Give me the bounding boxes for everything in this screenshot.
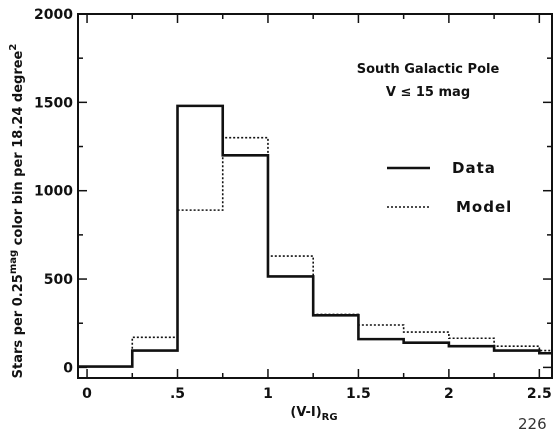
x-axis-title-main: (V-I)	[290, 405, 321, 420]
y-axis-title-part2: color bin per 18.24 degree	[11, 50, 26, 249]
y-tick-label: 0	[63, 360, 73, 376]
axis-tick-labels: 0 .5 1 1.5 2 2.5 0 500 1000 1500 2000	[34, 7, 552, 402]
legend-data-label: Data	[452, 159, 496, 177]
corner-mark: 226	[518, 415, 547, 431]
y-tick-label: 500	[44, 272, 73, 288]
annotation-region: South Galactic Pole	[357, 62, 500, 77]
x-axis-title-sub: RG	[322, 412, 338, 423]
axis-ticks	[78, 13, 552, 378]
y-axis-title-sup2: 2	[8, 44, 19, 51]
y-tick-label: 2000	[34, 7, 73, 23]
plot-frame	[77, 13, 553, 379]
x-tick-label: 1	[263, 386, 273, 402]
legend-model-label: Model	[456, 198, 512, 216]
x-tick-label: .5	[170, 386, 185, 402]
y-tick-label: 1000	[34, 184, 73, 200]
x-tick-label: 1.5	[346, 386, 371, 402]
y-axis-title: Stars per 0.25mag color bin per 18.24 de…	[8, 44, 26, 379]
x-tick-label: 2	[444, 386, 454, 402]
y-axis-title-sup: mag	[8, 250, 19, 274]
x-tick-label: 0	[82, 386, 92, 402]
y-axis-title-part1: Stars per 0.25	[11, 274, 26, 378]
x-tick-label: 2.5	[527, 386, 552, 402]
data-series-line	[78, 104, 552, 368]
legend: Data Model	[387, 159, 512, 216]
x-axis-title: (V-I)RG	[290, 405, 337, 423]
annotation-magnitude: V ≤ 15 mag	[386, 85, 470, 100]
y-tick-label: 1500	[34, 95, 73, 111]
